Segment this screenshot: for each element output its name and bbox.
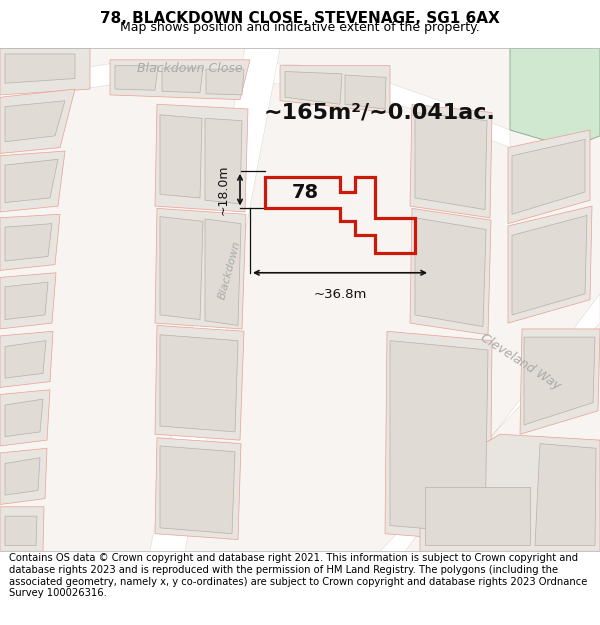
Text: Blackdown: Blackdown <box>217 240 242 301</box>
Polygon shape <box>508 206 592 323</box>
Polygon shape <box>410 104 492 218</box>
Polygon shape <box>0 331 53 388</box>
Polygon shape <box>160 115 202 198</box>
Polygon shape <box>205 219 241 326</box>
Text: 78: 78 <box>292 182 319 201</box>
Polygon shape <box>415 112 487 209</box>
Polygon shape <box>5 224 52 261</box>
Polygon shape <box>155 438 241 539</box>
Polygon shape <box>5 458 40 495</box>
Polygon shape <box>110 60 250 99</box>
Text: Blackdown Close: Blackdown Close <box>137 61 243 74</box>
Polygon shape <box>535 444 596 546</box>
Polygon shape <box>425 487 530 546</box>
Polygon shape <box>415 217 486 327</box>
Text: Map shows position and indicative extent of the property.: Map shows position and indicative extent… <box>120 21 480 34</box>
Polygon shape <box>115 66 158 90</box>
Polygon shape <box>0 507 44 551</box>
Polygon shape <box>410 208 491 335</box>
Polygon shape <box>160 335 238 432</box>
Polygon shape <box>5 516 37 546</box>
Polygon shape <box>512 139 585 214</box>
Polygon shape <box>345 75 386 109</box>
Polygon shape <box>420 434 600 551</box>
Polygon shape <box>150 48 280 551</box>
Polygon shape <box>0 448 47 504</box>
Polygon shape <box>155 326 244 440</box>
Polygon shape <box>5 341 46 378</box>
Polygon shape <box>155 208 246 329</box>
Polygon shape <box>0 60 510 148</box>
Polygon shape <box>0 272 56 329</box>
Polygon shape <box>385 331 492 542</box>
Polygon shape <box>206 69 244 95</box>
Text: ~36.8m: ~36.8m <box>313 288 367 301</box>
Polygon shape <box>5 399 43 437</box>
Polygon shape <box>155 104 248 212</box>
Text: 78, BLACKDOWN CLOSE, STEVENAGE, SG1 6AX: 78, BLACKDOWN CLOSE, STEVENAGE, SG1 6AX <box>100 11 500 26</box>
Polygon shape <box>390 341 488 534</box>
Text: Cleveland Way: Cleveland Way <box>478 331 562 392</box>
Polygon shape <box>5 159 58 202</box>
Polygon shape <box>5 282 48 319</box>
Polygon shape <box>508 130 590 224</box>
Polygon shape <box>0 390 50 446</box>
Polygon shape <box>162 68 203 92</box>
Polygon shape <box>5 101 65 142</box>
Polygon shape <box>380 294 600 551</box>
Polygon shape <box>0 151 65 212</box>
Polygon shape <box>5 54 75 83</box>
Polygon shape <box>205 118 242 204</box>
Text: Contains OS data © Crown copyright and database right 2021. This information is : Contains OS data © Crown copyright and d… <box>9 554 587 598</box>
Text: ~165m²/~0.041ac.: ~165m²/~0.041ac. <box>264 102 496 122</box>
Polygon shape <box>280 66 390 112</box>
Polygon shape <box>512 216 587 315</box>
Text: ~18.0m: ~18.0m <box>217 164 230 215</box>
Polygon shape <box>520 329 600 434</box>
Polygon shape <box>0 48 90 95</box>
Polygon shape <box>0 214 60 271</box>
Polygon shape <box>510 48 600 148</box>
Polygon shape <box>160 217 203 319</box>
Polygon shape <box>0 89 75 153</box>
Polygon shape <box>285 71 342 104</box>
Polygon shape <box>160 446 235 534</box>
Polygon shape <box>0 48 600 551</box>
Polygon shape <box>524 337 595 425</box>
